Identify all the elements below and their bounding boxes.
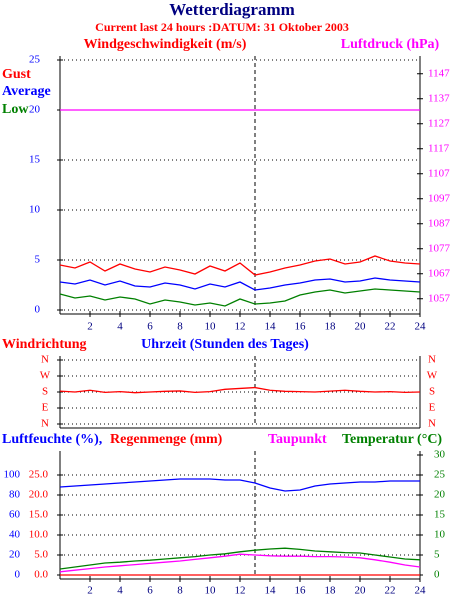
y-tick-label: 25 — [29, 54, 41, 66]
y-tick-label: S — [42, 386, 48, 398]
y-tick-label: 10 — [29, 204, 41, 216]
y2-tick-label: 1067 — [428, 267, 451, 279]
y-tick-label: 0 — [15, 569, 21, 581]
x-tick-label: 20 — [355, 321, 367, 333]
x-tick-label: 4 — [117, 321, 123, 333]
legend-label: Regenmenge (mm) — [110, 432, 223, 447]
y2-tick-label: 30 — [434, 449, 446, 461]
y-tick-label: 20 — [9, 549, 21, 561]
y2-axis-title: Luftdruck (hPa) — [341, 37, 440, 52]
x-tick-label: 2 — [87, 585, 93, 597]
data-line — [59, 478, 420, 492]
x-tick-label: 18 — [325, 585, 337, 597]
x-tick-label: 8 — [177, 585, 183, 597]
x-axis-title: Uhrzeit (Stunden des Tages) — [141, 337, 309, 352]
y-tick-label: N — [41, 418, 49, 430]
x-tick-label: 14 — [265, 585, 277, 597]
x-tick-label: 10 — [205, 321, 217, 333]
data-line — [59, 288, 421, 307]
y2-tick-label: 25 — [434, 469, 446, 481]
y-tick-label: N — [428, 354, 436, 366]
y3-tick-label: 20.0 — [29, 489, 49, 501]
y3-tick-label: 5.0 — [34, 549, 48, 561]
legend-label: Gust — [2, 67, 31, 82]
y2-tick-label: 1117 — [428, 142, 450, 154]
data-line — [59, 553, 421, 573]
y-tick-label: N — [41, 354, 49, 366]
y2-tick-label: 1107 — [428, 167, 450, 179]
y-tick-label: 80 — [9, 489, 21, 501]
x-tick-label: 24 — [415, 585, 427, 597]
y3-tick-label: 10.0 — [29, 529, 49, 541]
legend-label: Luftfeuchte (%), — [2, 432, 102, 447]
legend-label: Taupunkt — [268, 432, 327, 447]
x-tick-label: 22 — [385, 321, 396, 333]
x-tick-label: 12 — [235, 585, 246, 597]
y2-tick-label: 1057 — [428, 292, 451, 304]
y-tick-label: 0 — [35, 304, 41, 316]
y3-tick-label: 0.0 — [34, 569, 48, 581]
y-tick-label: 100 — [4, 469, 21, 481]
y-axis-title: Windgeschwindigkeit (m/s) — [84, 37, 247, 52]
y2-tick-label: 0 — [434, 569, 440, 581]
x-tick-label: 18 — [325, 321, 337, 333]
y2-tick-label: 1137 — [428, 92, 450, 104]
y-tick-label: N — [428, 418, 436, 430]
y-tick-label: 60 — [9, 509, 21, 521]
x-tick-label: 16 — [295, 321, 307, 333]
x-tick-label: 2 — [87, 321, 93, 333]
y-tick-label: E — [429, 402, 436, 414]
y2-tick-label: 1077 — [428, 242, 451, 254]
legend-label: Low — [2, 102, 29, 117]
y2-tick-label: 1147 — [428, 67, 450, 79]
data-line — [59, 386, 421, 394]
y2-tick-label: 1127 — [428, 117, 450, 129]
x-tick-label: 24 — [415, 321, 427, 333]
y-tick-label: 15 — [29, 154, 41, 166]
x-tick-label: 20 — [355, 585, 367, 597]
x-tick-label: 8 — [177, 321, 183, 333]
data-line — [59, 547, 421, 570]
x-tick-label: 22 — [385, 585, 396, 597]
x-tick-label: 12 — [235, 321, 246, 333]
y-tick-label: 20 — [29, 104, 41, 116]
y-tick-label: S — [429, 386, 435, 398]
y2-tick-label: 20 — [434, 489, 446, 501]
y-tick-label: E — [42, 402, 49, 414]
x-tick-label: 14 — [265, 321, 277, 333]
y-axis-title: Windrichtung — [2, 337, 87, 352]
x-tick-label: 6 — [147, 585, 153, 597]
data-line — [59, 255, 421, 276]
y-tick-label: W — [40, 370, 51, 382]
legend-label: Temperatur (°C) — [342, 432, 442, 447]
y2-tick-label: 5 — [434, 549, 440, 561]
y3-tick-label: 25.0 — [29, 469, 49, 481]
chart-subtitle: Current last 24 hours :DATUM: 31 Oktober… — [95, 20, 349, 34]
y-tick-label: 40 — [9, 529, 21, 541]
y-tick-label: 5 — [35, 254, 41, 266]
x-tick-label: 16 — [295, 585, 307, 597]
y3-tick-label: 15.0 — [29, 509, 49, 521]
y2-tick-label: 1087 — [428, 217, 451, 229]
y2-tick-label: 1097 — [428, 192, 451, 204]
legend-label: Average — [2, 84, 51, 99]
y2-tick-label: 10 — [434, 529, 446, 541]
x-tick-label: 4 — [117, 585, 123, 597]
data-line — [59, 277, 421, 291]
y2-tick-label: 15 — [434, 509, 446, 521]
x-tick-label: 10 — [205, 585, 217, 597]
chart-title: Wetterdiagramm — [169, 0, 295, 19]
y-tick-label: W — [427, 370, 438, 382]
x-tick-label: 6 — [147, 321, 153, 333]
